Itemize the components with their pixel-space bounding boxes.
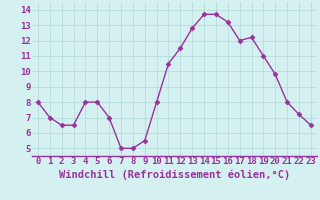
X-axis label: Windchill (Refroidissement éolien,°C): Windchill (Refroidissement éolien,°C) xyxy=(59,169,290,180)
